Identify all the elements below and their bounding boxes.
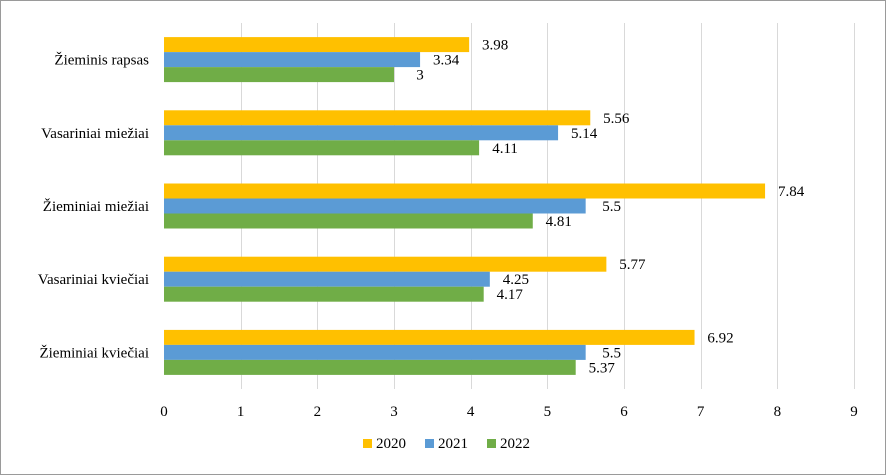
bar-2020 xyxy=(164,329,695,345)
data-label: 7.84 xyxy=(778,184,805,200)
x-tick-label: 1 xyxy=(237,404,245,420)
category-label: Žieminiai miežiai xyxy=(43,198,149,215)
category-label: Vasariniai miežiai xyxy=(41,126,149,142)
bar-2022 xyxy=(164,213,533,229)
legend-label: 2021 xyxy=(438,436,468,452)
x-tick-label: 3 xyxy=(390,404,398,420)
x-axis-ticks: 0 1 2 3 4 5 6 7 8 9 xyxy=(160,404,858,420)
x-tick-label: 4 xyxy=(467,404,475,420)
legend: 2020 2021 2022 xyxy=(363,436,530,452)
category-label: Žieminis rapsas xyxy=(54,52,149,69)
bars: 3.98 3.34 3 5.56 5.14 4.11 7.84 5.5 4.81 5.77 4.25… xyxy=(164,37,805,376)
legend-item-2022: 2022 xyxy=(487,436,530,452)
bar-2021 xyxy=(164,271,490,287)
data-label: 4.81 xyxy=(546,214,572,230)
data-label: 5.5 xyxy=(602,199,621,215)
data-label: 5.14 xyxy=(571,126,598,142)
bar-2022 xyxy=(164,359,576,375)
data-label: 6.92 xyxy=(707,330,733,346)
bar-2022 xyxy=(164,67,394,83)
data-label: 4.11 xyxy=(492,141,518,157)
bar-2020 xyxy=(164,110,591,126)
x-tick-label: 9 xyxy=(850,404,858,420)
legend-swatch xyxy=(487,439,496,448)
data-label: 5.37 xyxy=(589,360,616,376)
data-label: 3.34 xyxy=(433,53,460,69)
x-tick-label: 7 xyxy=(697,404,705,420)
bar-2022 xyxy=(164,286,484,302)
legend-item-2020: 2020 xyxy=(363,436,406,452)
x-tick-label: 2 xyxy=(314,404,322,420)
bar-2021 xyxy=(164,125,559,141)
bar-2020 xyxy=(164,256,607,272)
legend-label: 2022 xyxy=(500,436,530,452)
x-tick-label: 6 xyxy=(620,404,628,420)
data-label: 3.98 xyxy=(482,38,508,54)
data-label: 5.77 xyxy=(619,257,646,273)
x-tick-label: 8 xyxy=(774,404,782,420)
x-tick-label: 0 xyxy=(160,404,168,420)
bar-2021 xyxy=(164,344,586,360)
bar-2020 xyxy=(164,37,470,53)
legend-swatch xyxy=(425,439,434,448)
category-label: Žieminiai kviečiai xyxy=(39,344,149,361)
data-label: 3 xyxy=(416,68,424,84)
data-label: 5.56 xyxy=(603,111,630,127)
bar-2020 xyxy=(164,183,766,199)
data-label: 4.17 xyxy=(497,287,524,303)
legend-item-2021: 2021 xyxy=(425,436,468,452)
data-label: 4.25 xyxy=(503,272,529,288)
legend-label: 2020 xyxy=(376,436,406,452)
x-tick-label: 5 xyxy=(544,404,552,420)
category-labels: Žieminis rapsas Vasariniai miežiai Žiemini… xyxy=(38,52,149,362)
category-label: Vasariniai kviečiai xyxy=(38,272,149,288)
bar-2021 xyxy=(164,198,586,214)
bar-2021 xyxy=(164,52,421,68)
data-label: 5.5 xyxy=(602,345,621,361)
bar-2022 xyxy=(164,140,480,156)
legend-swatch xyxy=(363,439,372,448)
